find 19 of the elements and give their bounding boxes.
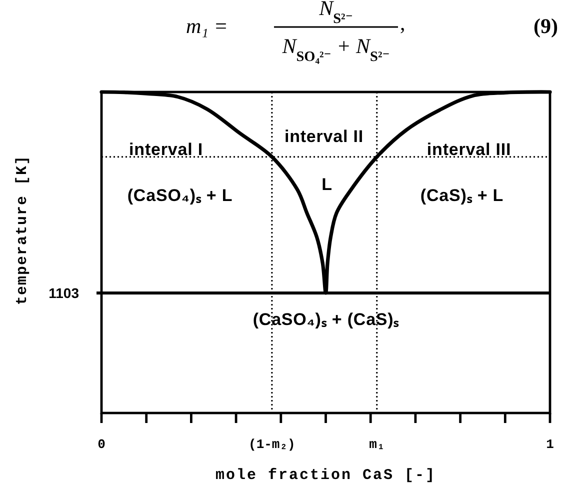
annotation: (CaSO₄)ₛ + L [127,186,233,204]
text: (9) [534,14,558,38]
annotation: (CaS)ₛ + L [420,186,504,204]
text: N$_{SO₄²⁻}$ + N$_{S²⁻}$ [281,34,390,65]
annotation: L [322,174,332,194]
annotation: (CaSO₄)ₛ + (CaS)ₛ [252,310,400,328]
ref-line-label: (1-m₂) [248,437,296,452]
text: 1103 [48,285,80,301]
annotation: interval III [426,140,512,158]
text: N$_{S²⁻}$ [318,0,353,27]
x-axis-title: mole fraction CaS [-] [215,467,436,484]
text: m₁ = [186,14,228,38]
annotation: interval II [284,126,364,146]
text: , [400,11,406,35]
x-tick-label: 1 [546,437,554,452]
ref-line-label: m₁ [369,437,385,452]
annotation: interval I [129,140,203,158]
x-tick-label: 0 [98,437,106,452]
y-axis-title: temperature [K] [14,154,30,306]
